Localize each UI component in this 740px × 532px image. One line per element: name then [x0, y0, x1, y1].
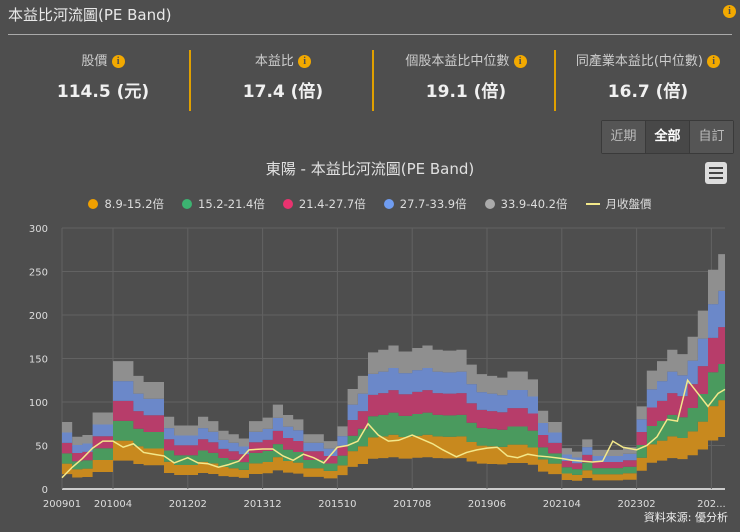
x-tick-label: 201004 [94, 499, 132, 510]
range-custom-button[interactable]: 自訂 [689, 121, 733, 153]
page-title: 本益比河流圖(PE Band) [8, 6, 172, 24]
stat-value: 114.5 (元) [56, 82, 150, 102]
y-tick-label: 300 [29, 224, 48, 235]
x-tick-label: 202104 [543, 499, 581, 510]
stat-label: 本益比 [254, 54, 294, 69]
stat-label: 同產業本益比(中位數) [575, 54, 703, 69]
divider [8, 34, 732, 35]
monthly-close-line [61, 378, 726, 479]
legend-label: 月收盤價 [605, 197, 652, 211]
divider [554, 50, 556, 111]
pe-band-5 [62, 254, 725, 458]
stat-pe: 本益比 i 17.4 (倍) [192, 50, 374, 102]
legend-label: 21.4-27.7倍 [298, 197, 366, 211]
info-icon[interactable]: i [298, 55, 312, 68]
legend-item[interactable]: 15.2-21.4倍 [182, 196, 265, 212]
pe-band-2 [62, 363, 725, 475]
legend-label: 33.9-40.2倍 [500, 197, 568, 211]
x-tick-label: 201510 [318, 499, 356, 510]
legend-dot-icon [182, 199, 193, 209]
y-tick-label: 0 [42, 485, 48, 496]
info-icon[interactable]: i [723, 5, 736, 18]
legend-dot-icon [484, 199, 495, 209]
hamburger-menu-icon[interactable] [705, 162, 727, 184]
stat-industry-pe: 同產業本益比(中位數) i 16.7 (倍) [557, 50, 739, 102]
x-tick-label: 201312 [244, 499, 282, 510]
legend-label: 15.2-21.4倍 [198, 197, 265, 211]
legend-line-icon [585, 203, 600, 205]
stat-label: 個股本益比中位數 [405, 54, 510, 69]
stat-value: 16.7 (倍) [607, 82, 689, 102]
legend-item[interactable]: 27.7-33.9倍 [383, 196, 467, 212]
data-source: 資料來源: 優分析 [643, 511, 728, 524]
range-all-button[interactable]: 全部 [645, 121, 689, 153]
chart-title: 東陽 - 本益比河流圖(PE Band) [265, 160, 475, 178]
y-tick-label: 100 [29, 398, 48, 409]
legend-label: 8.9-15.2倍 [104, 197, 165, 211]
pe-band-4 [62, 290, 725, 464]
pe-band-chart: 0 50 100 150 200 250 300 200901 201004 201202 2013… [29, 224, 726, 510]
x-tick-label: 201708 [393, 499, 431, 510]
info-icon[interactable]: i [513, 55, 527, 68]
x-tick-label: 202302 [618, 499, 656, 510]
legend-label: 27.7-33.9倍 [399, 197, 467, 211]
stat-pe-median: 個股本益比中位數 i 19.1 (倍) [375, 50, 557, 102]
range-selector: 近期 全部 自訂 [601, 120, 734, 154]
info-icon[interactable]: i [707, 55, 721, 68]
legend-dot-icon [383, 199, 394, 209]
stat-price: 股價 i 114.5 (元) [12, 50, 194, 102]
chart-legend: 8.9-15.2倍 15.2-21.4倍 21.4-27.7倍 27.7-33.9倍 3… [0, 196, 740, 212]
range-recent-button[interactable]: 近期 [602, 121, 645, 153]
info-icon[interactable]: i [111, 55, 125, 68]
stat-value: 17.4 (倍) [242, 82, 324, 102]
stat-label: 股價 [81, 54, 108, 69]
legend-item[interactable]: 月收盤價 [585, 196, 652, 212]
legend-item[interactable]: 33.9-40.2倍 [484, 196, 568, 212]
y-tick-label: 50 [35, 442, 48, 453]
y-tick-label: 150 [29, 355, 48, 366]
divider [372, 50, 374, 111]
legend-item[interactable]: 8.9-15.2倍 [88, 196, 164, 212]
legend-dot-icon [88, 199, 99, 209]
stat-value: 19.1 (倍) [425, 82, 507, 102]
divider [189, 50, 191, 111]
x-tick-label: 201906 [468, 499, 506, 510]
x-tick-label: 201202 [169, 499, 207, 510]
y-tick-label: 250 [29, 268, 48, 279]
legend-dot-icon [282, 199, 293, 209]
x-tick-label: 200901 [43, 499, 81, 510]
legend-item[interactable]: 21.4-27.7倍 [282, 196, 366, 212]
y-tick-label: 200 [29, 311, 48, 322]
x-tick-label: 202... [697, 499, 726, 510]
pe-band-3 [62, 327, 725, 470]
